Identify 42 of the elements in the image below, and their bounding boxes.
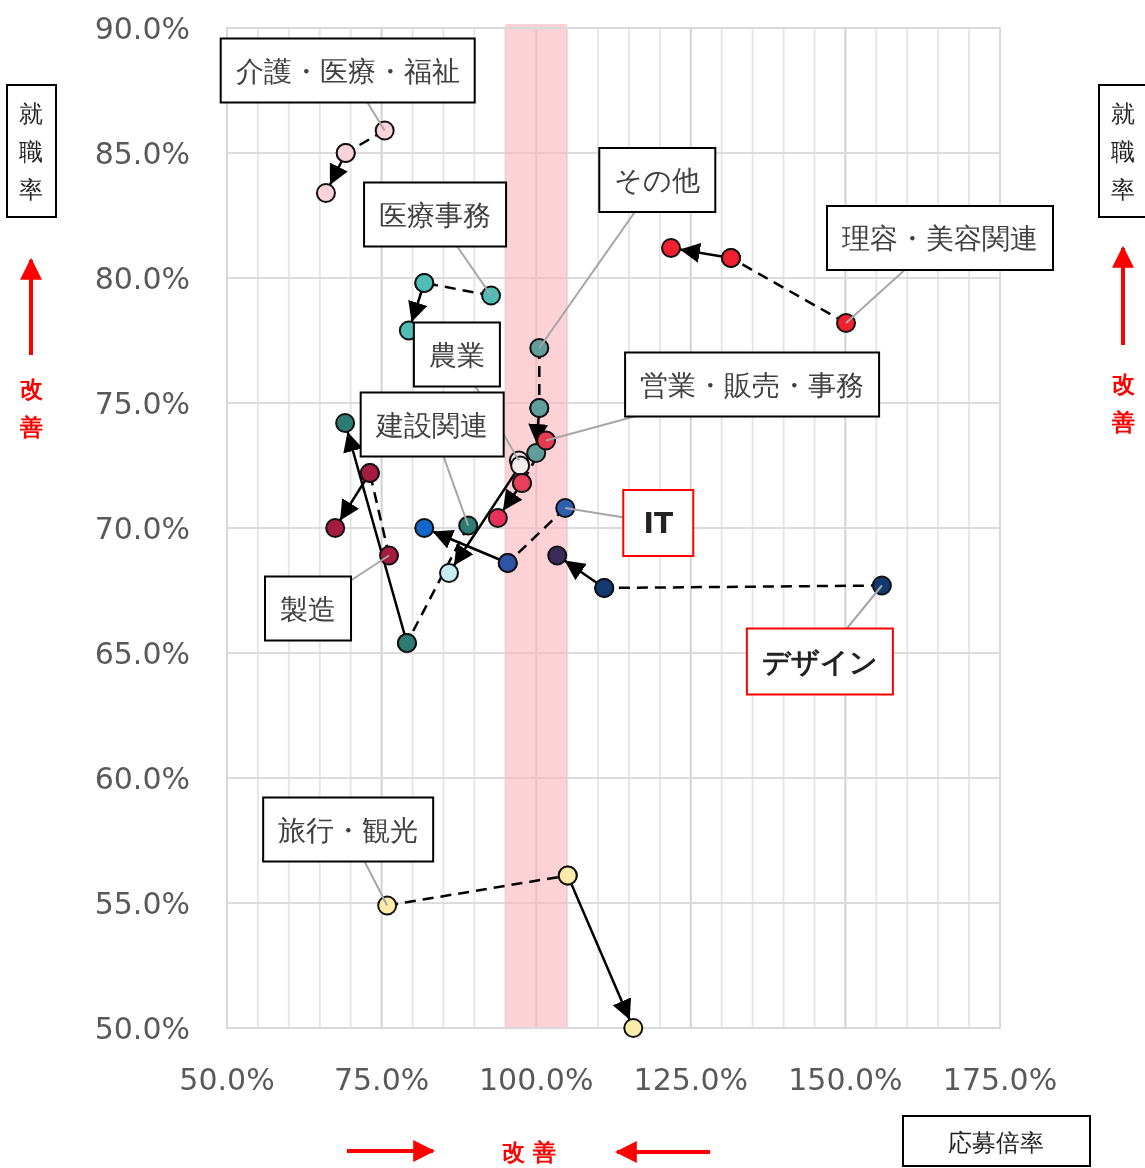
annotation: 農業 — [428, 338, 485, 372]
annotation: 営業・販売・事務 — [640, 368, 865, 402]
annotation: 理容・美容関連 — [842, 222, 1039, 255]
annotation: IT — [643, 507, 674, 540]
y2-axis-title: 就職率 — [19, 100, 43, 204]
callout: 営業・販売・事務 — [545, 351, 881, 442]
text: 改善 — [1110, 371, 1135, 435]
y-tick-label: 60.0% — [94, 761, 190, 796]
y-tick-label: 75.0% — [94, 386, 190, 421]
y-tick-label: 90.0% — [94, 11, 190, 46]
x-tick-label: 75.0% — [333, 1062, 430, 1097]
y-tick-label: 65.0% — [94, 636, 190, 671]
callout: 介護・医療・福祉 — [219, 37, 476, 132]
callout: 旅行・観光 — [262, 796, 435, 907]
callout: IT — [564, 489, 695, 557]
callout: 医療事務 — [363, 181, 508, 297]
annotation: 建設関連 — [375, 408, 489, 442]
x-tick-label: 100.0% — [479, 1062, 594, 1097]
y-tick-label: 55.0% — [94, 886, 190, 921]
x-tick-label: 50.0% — [179, 1062, 275, 1097]
callout: 建設関連 — [359, 391, 505, 527]
y-axis-title: 就職率 — [1111, 100, 1135, 204]
x-tick-label: 125.0% — [633, 1062, 748, 1097]
x-tick-label: 150.0% — [788, 1062, 903, 1097]
annotation: デザイン — [761, 645, 878, 679]
text: 改 善 — [501, 1139, 557, 1165]
text: 改善 — [18, 376, 43, 440]
y-tick-label: 50.0% — [94, 1011, 190, 1046]
callout: 理容・美容関連 — [826, 205, 1054, 324]
x-tick-label: 175.0% — [942, 1062, 1058, 1097]
annotation: 医療事務 — [379, 198, 492, 232]
x-axis-title: 応募倍率 — [948, 1129, 1044, 1157]
annotation: その他 — [614, 164, 701, 197]
annotation: 介護・医療・福祉 — [235, 54, 460, 88]
callout: その他 — [538, 147, 717, 349]
callout: デザイン — [745, 584, 894, 696]
annotation: 旅行・観光 — [278, 813, 419, 847]
annotation: 製造 — [280, 592, 337, 626]
y-tick-label: 85.0% — [94, 136, 190, 171]
y-tick-label: 80.0% — [94, 261, 190, 296]
y-tick-label: 70.0% — [94, 511, 190, 546]
callout: 製造 — [264, 554, 390, 642]
